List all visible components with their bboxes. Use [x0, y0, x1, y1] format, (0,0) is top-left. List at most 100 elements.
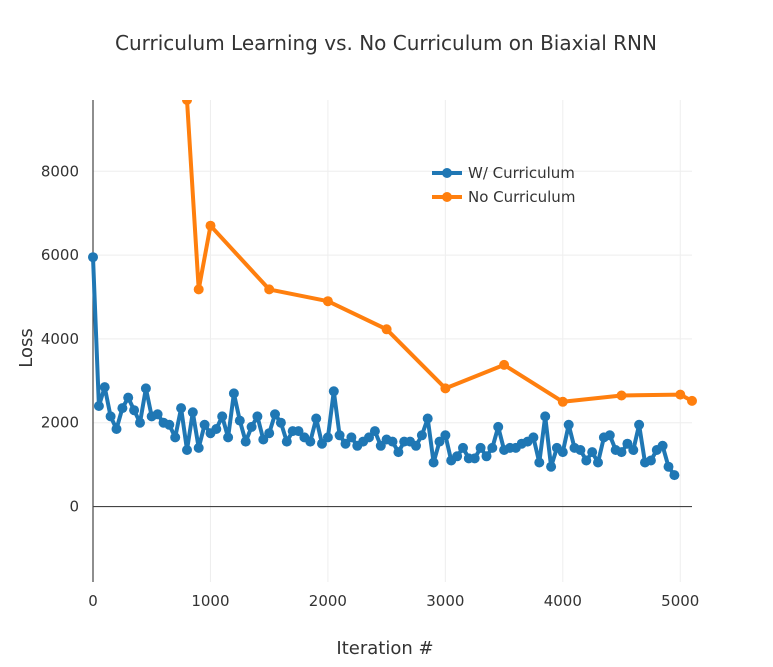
data-point	[481, 451, 492, 462]
x-tick-label: 3000	[426, 592, 464, 610]
data-point	[452, 451, 463, 462]
data-point	[228, 388, 239, 399]
data-point	[223, 432, 234, 443]
data-point	[135, 417, 145, 428]
data-point	[246, 421, 257, 432]
data-point	[381, 324, 392, 335]
data-point	[123, 392, 134, 403]
data-point	[170, 432, 181, 443]
data-point	[669, 470, 680, 481]
x-axis-title: Iteration #	[336, 638, 433, 659]
data-point	[252, 411, 263, 422]
legend-label: No Curriculum	[468, 188, 575, 206]
data-point	[240, 436, 251, 447]
data-point	[105, 411, 116, 422]
data-point	[129, 405, 140, 416]
data-point	[616, 447, 627, 458]
data-point	[322, 296, 333, 307]
x-tick-label: 2000	[309, 592, 347, 610]
data-point	[563, 419, 574, 430]
series-layer	[88, 100, 697, 481]
data-point	[458, 442, 468, 453]
data-point	[675, 389, 686, 400]
data-point	[334, 430, 345, 441]
data-point	[469, 453, 480, 464]
data-point	[616, 390, 627, 401]
data-point	[182, 100, 192, 105]
data-point	[487, 442, 498, 453]
legend[interactable]: W/ Curriculum No Curriculum	[432, 164, 575, 206]
data-point	[687, 395, 697, 406]
y-tick-label: 2000	[41, 414, 79, 432]
data-point	[634, 419, 645, 430]
legend-label: W/ Curriculum	[468, 164, 575, 182]
data-point	[328, 386, 339, 397]
data-point	[475, 442, 486, 453]
x-tick-label: 4000	[544, 592, 582, 610]
y-tick-label: 8000	[41, 162, 79, 180]
data-point	[499, 359, 510, 370]
data-point	[622, 438, 633, 449]
data-point	[657, 440, 668, 451]
data-point	[199, 419, 210, 430]
chart-title: Curriculum Learning vs. No Curriculum on…	[115, 31, 657, 55]
data-point	[493, 421, 504, 432]
series-w-curriculum	[88, 252, 680, 481]
legend-swatch-marker	[442, 192, 452, 202]
x-tick-label: 0	[88, 592, 98, 610]
data-point	[416, 430, 427, 441]
data-point	[393, 447, 404, 458]
x-tick-label: 5000	[661, 592, 699, 610]
data-point	[422, 413, 433, 424]
data-point	[281, 436, 292, 447]
data-point	[593, 457, 603, 468]
data-point	[117, 403, 128, 414]
data-point	[111, 424, 122, 434]
data-point	[322, 432, 333, 443]
data-point	[305, 436, 316, 447]
data-point	[211, 424, 222, 434]
data-point	[604, 430, 615, 441]
legend-item[interactable]: W/ Curriculum	[432, 164, 575, 182]
x-tick-label: 1000	[191, 592, 229, 610]
data-point	[234, 415, 245, 426]
data-point	[270, 409, 280, 420]
data-point	[663, 461, 674, 472]
y-axis-title: Loss	[16, 328, 37, 367]
data-point	[369, 426, 380, 437]
data-point	[581, 455, 592, 466]
data-point	[575, 445, 586, 455]
data-point	[140, 383, 151, 394]
data-point	[264, 428, 275, 439]
data-point	[540, 411, 551, 422]
data-point	[440, 383, 451, 394]
data-point	[205, 220, 216, 231]
data-point	[176, 403, 187, 414]
data-point	[258, 434, 269, 445]
data-point	[275, 417, 286, 428]
data-point	[440, 430, 451, 441]
data-point	[340, 438, 351, 449]
data-point	[587, 447, 598, 458]
data-point	[164, 419, 175, 430]
legend-swatch-marker	[442, 168, 452, 178]
data-point	[534, 457, 545, 468]
data-point	[193, 284, 204, 295]
data-point	[546, 461, 557, 472]
data-point	[411, 440, 421, 451]
series-line	[185, 100, 693, 404]
data-point	[428, 457, 439, 468]
data-point	[88, 252, 98, 263]
data-point	[193, 442, 204, 453]
y-tick-label: 0	[69, 498, 79, 516]
data-point	[434, 436, 445, 447]
legend-item[interactable]: No Curriculum	[432, 188, 575, 206]
data-point	[187, 407, 198, 418]
data-point	[364, 432, 374, 443]
data-point	[317, 438, 327, 449]
y-tick-label: 4000	[41, 330, 79, 348]
data-point	[152, 409, 163, 420]
data-point	[93, 401, 104, 411]
tick-labels: 0 2000 4000 6000 8000 0 1000 2000 3000 4000 5000	[41, 162, 700, 610]
